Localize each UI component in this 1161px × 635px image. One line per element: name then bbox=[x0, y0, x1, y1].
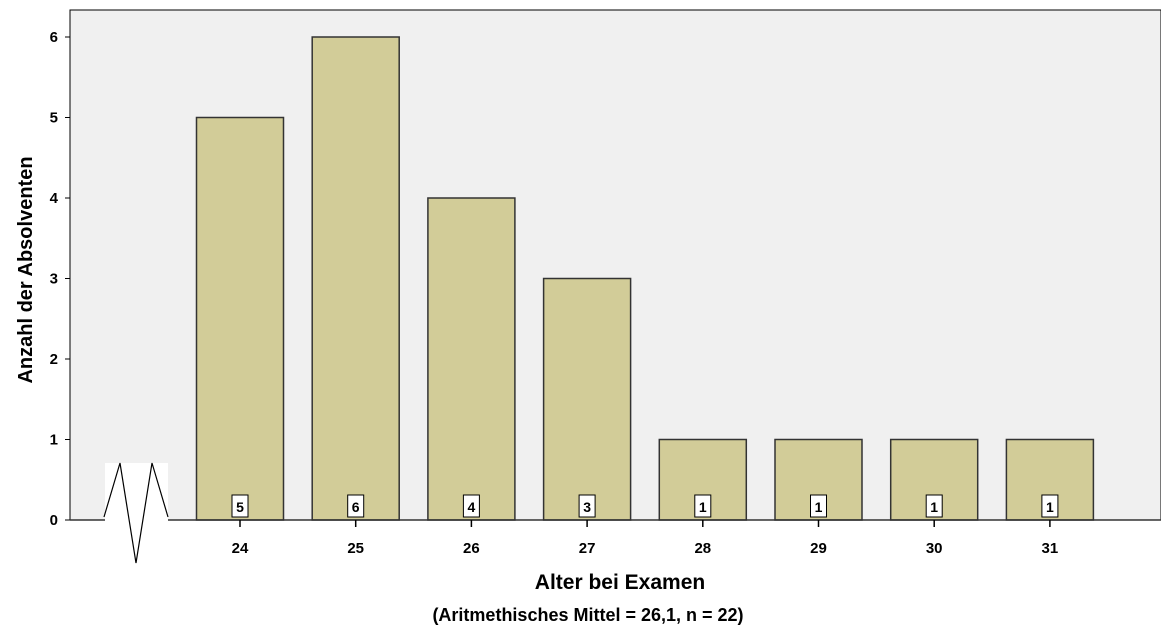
x-axis-title: Alter bei Examen bbox=[535, 571, 705, 594]
data-label-box-24 bbox=[231, 494, 249, 518]
bar-30 bbox=[889, 438, 979, 521]
y-tick-label-5: 5 bbox=[50, 110, 58, 127]
data-label-box-27 bbox=[578, 494, 596, 518]
x-tick-label-25: 25 bbox=[347, 540, 364, 557]
y-tick-label-2: 2 bbox=[50, 351, 58, 368]
y-tick-label-1: 1 bbox=[50, 432, 58, 449]
x-tick-label-28: 28 bbox=[694, 540, 711, 557]
bar-24 bbox=[195, 116, 285, 521]
data-labels-layer: 5 6 4 3 1 1 1 1 bbox=[231, 494, 1059, 518]
data-label-25: 6 bbox=[352, 499, 360, 515]
data-label-27: 3 bbox=[583, 499, 591, 515]
data-label-24: 5 bbox=[236, 499, 244, 515]
data-label-31: 1 bbox=[1046, 499, 1054, 515]
x-tick-label-26: 26 bbox=[463, 540, 480, 557]
data-label-30: 1 bbox=[930, 499, 938, 515]
x-tick-label-29: 29 bbox=[810, 540, 827, 557]
data-label-28: 1 bbox=[699, 499, 707, 515]
x-tick-label-24: 24 bbox=[232, 540, 249, 557]
y-tick-label-4: 4 bbox=[50, 190, 59, 207]
axis-break bbox=[103, 462, 169, 564]
x-tick-label-31: 31 bbox=[1042, 540, 1059, 557]
data-label-box-29 bbox=[810, 494, 827, 518]
data-label-box-25 bbox=[347, 494, 365, 518]
axis-break-mask bbox=[105, 463, 168, 523]
x-tick-label-27: 27 bbox=[579, 540, 596, 557]
data-label-box-26 bbox=[462, 494, 480, 518]
data-label-box-28 bbox=[694, 494, 712, 518]
axis-break-zigzag bbox=[103, 462, 169, 564]
y-tick-label-6: 6 bbox=[50, 29, 58, 46]
bar-26 bbox=[427, 197, 516, 521]
data-label-box-30 bbox=[925, 494, 943, 518]
y-axis-title: Anzahl der Absolventen bbox=[15, 156, 37, 383]
data-label-box-31 bbox=[1041, 494, 1059, 518]
x-tick-label-30: 30 bbox=[926, 540, 943, 557]
bar-25 bbox=[311, 36, 400, 521]
y-tick-label-0: 0 bbox=[50, 512, 58, 529]
data-label-26: 4 bbox=[468, 499, 476, 515]
y-tick-label-3: 3 bbox=[50, 271, 58, 288]
x-axis-subtitle: (Aritmethisches Mittel = 26,1, n = 22) bbox=[432, 605, 743, 625]
bar-27 bbox=[542, 277, 632, 521]
data-label-29: 1 bbox=[815, 499, 823, 515]
